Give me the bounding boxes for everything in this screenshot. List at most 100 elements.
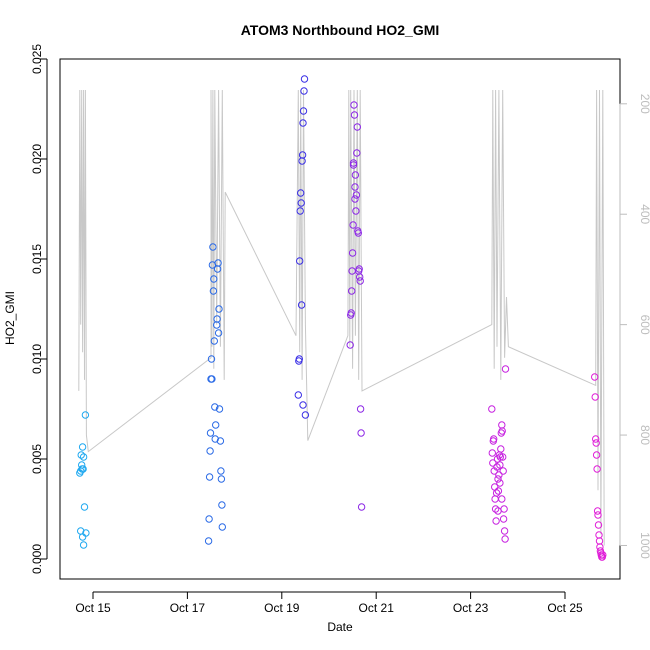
data-point	[354, 229, 362, 237]
data-point	[204, 537, 213, 545]
data-point	[496, 479, 504, 487]
data-point	[77, 451, 85, 459]
data-point	[295, 355, 303, 363]
data-point	[78, 443, 87, 451]
data-point	[352, 191, 361, 199]
data-point	[500, 505, 508, 513]
data-point	[500, 527, 509, 535]
right-tick-label: 800	[638, 425, 650, 445]
pressure-profile-layer	[78, 89, 605, 546]
right-tick-label: 200	[638, 94, 650, 114]
data-point	[347, 309, 355, 317]
data-point	[79, 541, 88, 549]
data-point	[356, 405, 365, 413]
data-point	[592, 435, 600, 443]
data-point	[357, 429, 365, 437]
data-point	[299, 401, 307, 409]
data-point	[498, 421, 506, 429]
data-point	[296, 257, 304, 265]
data-point	[592, 451, 601, 459]
x-tick-label: Oct 15	[75, 601, 111, 615]
x-axis: Oct 15 Oct 17 Oct 19 Oct 21 Oct 23 Oct 25	[75, 591, 583, 615]
data-point	[352, 207, 360, 215]
data-point	[297, 189, 305, 197]
y-tick-label: 0.005	[30, 444, 44, 474]
data-point	[501, 535, 509, 543]
data-point	[496, 461, 504, 469]
data-point	[218, 523, 227, 531]
x-tick-label: Oct 21	[359, 601, 395, 615]
data-point	[356, 277, 364, 285]
data-point	[218, 501, 226, 509]
data-point	[301, 411, 310, 419]
data-point	[494, 487, 503, 495]
data-point	[595, 537, 604, 545]
data-point	[498, 495, 506, 503]
y-tick-label: 0.020	[30, 144, 44, 174]
data-point	[496, 453, 504, 461]
data-point	[593, 507, 602, 515]
data-point	[591, 393, 599, 401]
data-point	[349, 221, 357, 229]
data-point	[599, 551, 607, 559]
data-point	[492, 517, 500, 525]
data-point	[356, 273, 364, 281]
data-point	[216, 437, 225, 445]
data-point	[494, 507, 502, 515]
data-point	[205, 515, 213, 523]
data-point	[299, 107, 308, 115]
data-point	[495, 471, 503, 479]
x-tick-label: Oct 25	[547, 601, 583, 615]
data-point	[591, 373, 599, 381]
data-point	[214, 329, 223, 337]
pressure-profile-line	[78, 89, 605, 546]
data-point	[491, 495, 499, 503]
data-point	[594, 521, 603, 529]
data-point	[501, 365, 510, 373]
data-point	[349, 159, 358, 167]
right-tick-label: 600	[638, 315, 650, 335]
data-point	[353, 149, 361, 157]
chart-title: ATOM3 Northbound HO2_GMI	[241, 22, 440, 38]
data-point	[78, 461, 86, 469]
data-point	[210, 337, 219, 345]
data-point	[346, 341, 354, 349]
data-point	[351, 183, 359, 191]
y-tick-label: 0.010	[30, 344, 44, 374]
data-point	[211, 403, 219, 411]
x-axis-label: Date	[327, 620, 353, 634]
data-point	[217, 475, 226, 483]
data-point	[348, 249, 357, 257]
data-point	[357, 503, 366, 511]
data-point	[296, 207, 304, 215]
data-point	[215, 405, 224, 413]
data-point	[206, 429, 215, 437]
data-point	[497, 445, 505, 453]
data-point	[593, 465, 601, 473]
data-point	[215, 305, 223, 313]
data-point	[499, 515, 508, 523]
data-point	[211, 435, 219, 443]
data-point	[488, 405, 496, 413]
data-point	[79, 453, 88, 461]
data-point	[491, 505, 500, 513]
data-point	[299, 119, 307, 127]
plot-frame	[59, 58, 621, 580]
data-point	[81, 411, 90, 419]
data-point	[353, 123, 361, 131]
data-point	[592, 439, 600, 447]
data-point	[209, 287, 218, 295]
data-point	[300, 75, 309, 83]
data-point	[80, 503, 89, 511]
data-point	[82, 529, 90, 537]
data-point	[499, 453, 507, 461]
data-point	[206, 447, 214, 455]
right-axis: 200 400 600 800 1000	[619, 94, 650, 559]
data-point	[79, 465, 87, 473]
data-point	[213, 315, 221, 323]
data-point	[210, 275, 218, 283]
data-point	[490, 435, 498, 443]
data-point	[298, 151, 307, 159]
data-point	[498, 427, 506, 435]
data-points-layer	[76, 75, 607, 561]
